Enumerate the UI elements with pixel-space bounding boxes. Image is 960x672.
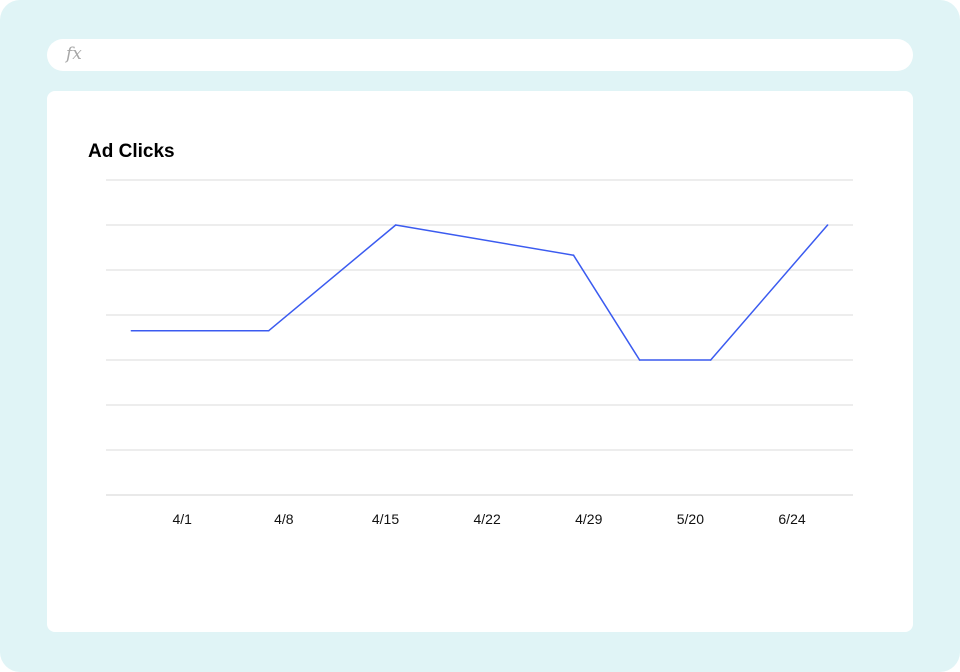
x-tick-label: 4/15 — [372, 511, 399, 527]
x-tick-label: 4/1 — [172, 511, 192, 527]
formula-bar[interactable]: fx — [47, 39, 913, 71]
fx-icon: fx — [66, 44, 82, 64]
chart-panel: Ad Clicks 4/1 4/8 4/15 4/22 4/29 5/20 6/24 — [47, 91, 913, 632]
x-tick-label: 4/22 — [473, 511, 500, 527]
x-tick-label: 4/29 — [575, 511, 602, 527]
data-point-2 — [394, 224, 397, 226]
data-point-6 — [826, 224, 829, 226]
data-point-5 — [709, 359, 712, 361]
x-tick-label: 6/24 — [778, 511, 805, 527]
x-tick-label: 4/8 — [274, 511, 294, 527]
line-chart: 4/1 4/8 4/15 4/22 4/29 5/20 6/24 — [106, 179, 853, 527]
data-point-0 — [130, 329, 133, 332]
series-line-0 — [131, 224, 829, 361]
data-point-3 — [572, 254, 575, 256]
x-tick-label: 5/20 — [677, 511, 704, 527]
data-point-4 — [638, 359, 641, 361]
data-point-1 — [267, 329, 270, 332]
chart-title: Ad Clicks — [88, 141, 175, 162]
